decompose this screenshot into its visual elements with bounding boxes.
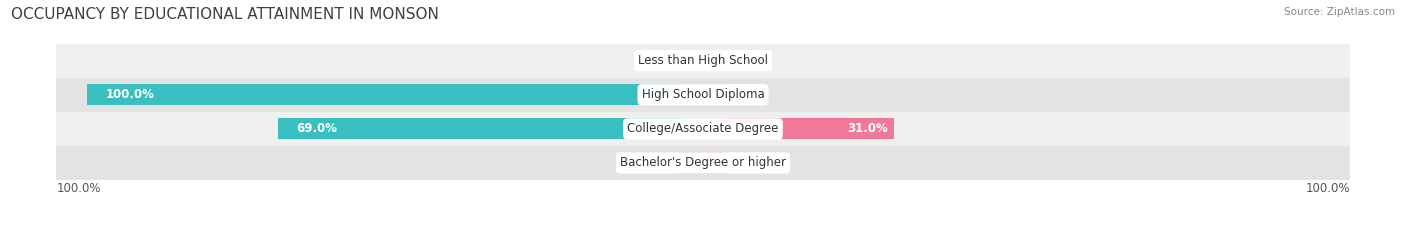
Text: 100.0%: 100.0% (105, 88, 155, 101)
Bar (678, 50, 703, 71)
Text: 0.0%: 0.0% (640, 157, 669, 169)
Bar (703, 152, 728, 174)
Text: 69.0%: 69.0% (297, 122, 337, 135)
Bar (703, 118, 728, 140)
Bar (678, 118, 703, 140)
Text: 100.0%: 100.0% (1305, 182, 1350, 195)
Bar (56, 44, 1350, 78)
Bar (56, 78, 1350, 112)
Text: 100.0%: 100.0% (56, 182, 101, 195)
Bar (56, 112, 1350, 146)
Bar (703, 84, 728, 105)
Text: Less than High School: Less than High School (638, 54, 768, 67)
Text: High School Diploma: High School Diploma (641, 88, 765, 101)
Text: Bachelor's Degree or higher: Bachelor's Degree or higher (620, 157, 786, 169)
Text: College/Associate Degree: College/Associate Degree (627, 122, 779, 135)
Bar (678, 84, 703, 105)
Bar (703, 118, 894, 140)
Text: OCCUPANCY BY EDUCATIONAL ATTAINMENT IN MONSON: OCCUPANCY BY EDUCATIONAL ATTAINMENT IN M… (11, 7, 439, 22)
Text: 0.0%: 0.0% (737, 54, 766, 67)
Text: Source: ZipAtlas.com: Source: ZipAtlas.com (1284, 7, 1395, 17)
Bar (278, 118, 703, 140)
Text: 31.0%: 31.0% (846, 122, 887, 135)
Text: 0.0%: 0.0% (737, 88, 766, 101)
Text: 0.0%: 0.0% (737, 157, 766, 169)
Bar (703, 50, 728, 71)
Bar (87, 84, 703, 105)
Bar (678, 152, 703, 174)
Bar (56, 146, 1350, 180)
Text: 0.0%: 0.0% (640, 54, 669, 67)
